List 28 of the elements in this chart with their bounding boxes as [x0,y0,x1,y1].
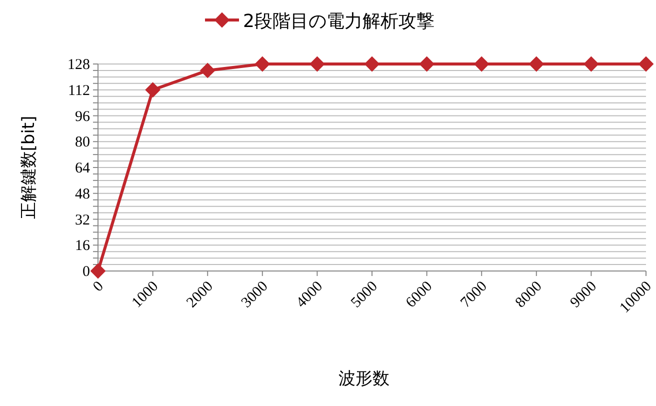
x-tick-label: 7000 [458,278,490,312]
point [145,82,160,98]
y-tick-label: 64 [75,160,90,176]
y-tick-label: 112 [68,82,90,99]
point [254,56,270,72]
point [200,62,216,78]
y-tick-label: 80 [75,134,90,151]
point [419,56,434,72]
point [474,56,490,72]
y-tick-label: 16 [75,238,90,254]
point [638,56,654,72]
x-tick-label: 4000 [294,278,326,312]
x-axis-title: 波形数 [338,369,390,389]
point [528,56,544,72]
x-tick-label: 6000 [403,278,436,312]
y-tick-label: 128 [68,57,90,73]
y-tick-label: 96 [75,108,90,125]
y-tick-label: 48 [75,186,90,202]
point [364,56,380,72]
point [90,264,106,278]
x-tick-label: 0 [90,278,107,296]
y-tick-label: 0 [82,264,90,280]
y-tick-label: 32 [75,212,90,228]
point [310,56,325,72]
legend-label: 2段階目の電力解析攻撃 [243,11,434,32]
point [584,56,599,72]
y-axis-title: 正解鍵数[bit] [19,116,39,220]
x-tick-label: 8000 [512,278,546,312]
